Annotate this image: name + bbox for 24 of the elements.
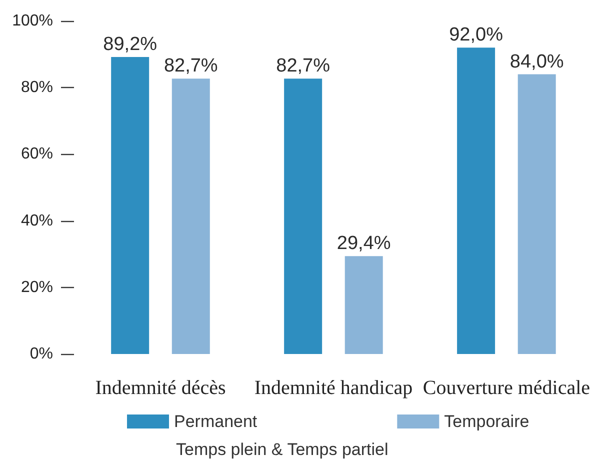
y-tick-label: 60% (20, 146, 53, 163)
text: Temps plein & Temps partiel (176, 440, 388, 459)
x-tick-label: Couverture médicale (422, 377, 590, 399)
bar (457, 48, 496, 354)
y-tick-label: 0% (30, 346, 53, 362)
y-tick-label: 20% (20, 278, 53, 296)
bar (284, 78, 322, 354)
data-label: 82,7% (164, 56, 218, 77)
data-label: 29,4% (336, 233, 391, 254)
bar (518, 74, 556, 354)
x-tick-label: Indemnité décès (95, 377, 226, 399)
y-tick-label: 40% (20, 212, 53, 230)
data-label: 82,7% (276, 56, 330, 77)
bar (344, 256, 383, 354)
data-label: 84,0% (510, 51, 564, 72)
legend-label: Temporaire (444, 412, 530, 431)
y-tick-label: 100% (12, 12, 53, 30)
data-label: 92,0% (449, 24, 504, 46)
bar (172, 78, 210, 354)
bar (111, 56, 150, 354)
legend-label: Permanent (174, 412, 258, 431)
y-tick-label: 80% (20, 79, 53, 96)
x-tick-label: Indemnité handicap (254, 377, 413, 399)
data-label: 89,2% (103, 34, 158, 55)
